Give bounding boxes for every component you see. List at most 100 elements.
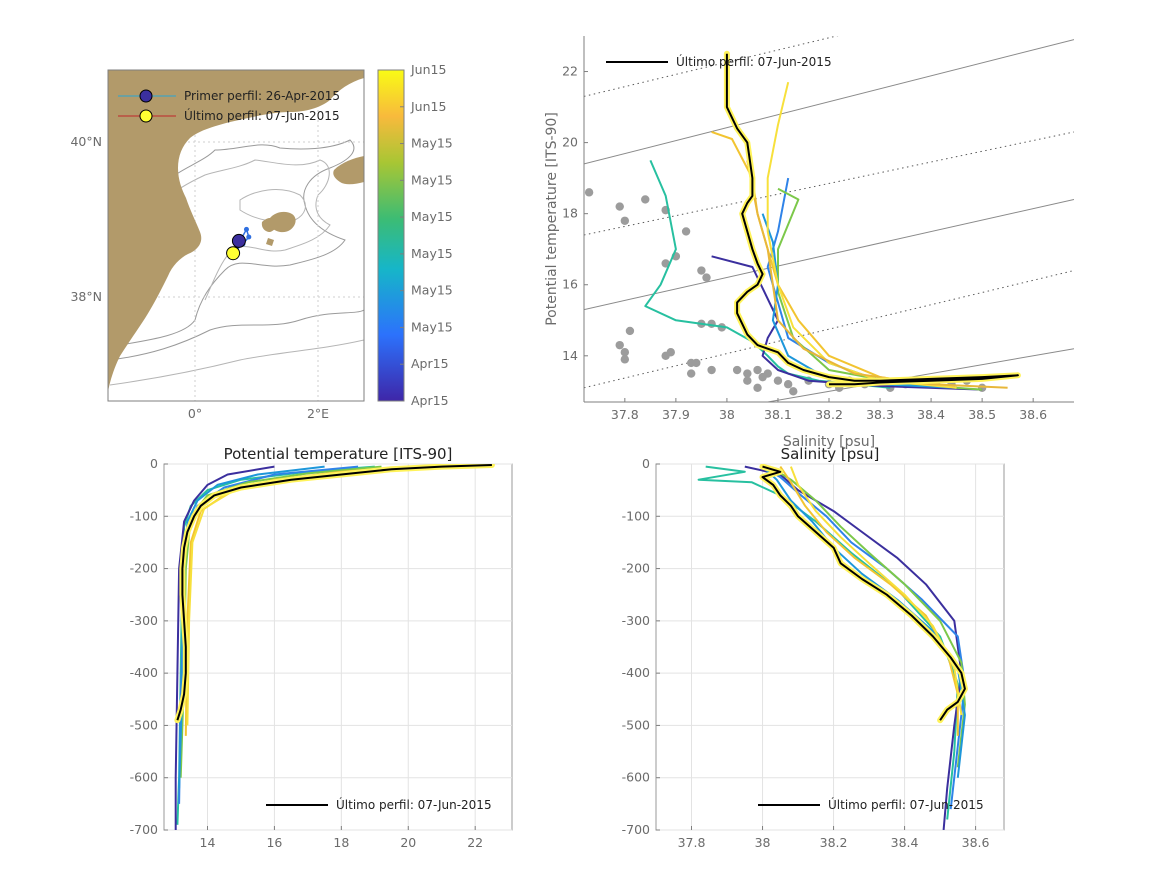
map-bathymetry-contour: [109, 309, 364, 361]
ts-profile-line-p1: [644, 160, 891, 389]
map-last-profile-marker: [226, 246, 241, 261]
ts-ytick-label: 20: [562, 135, 578, 150]
ts-scatter-point: [789, 387, 798, 396]
ts-scatter-point: [763, 369, 772, 378]
temp-last-profile-line: [176, 464, 492, 721]
sal-ytick-label: -500: [622, 717, 650, 732]
ts-plot-area: [584, 36, 1074, 402]
map-bathymetry-contour: [239, 189, 306, 223]
ts-scatter-point: [697, 266, 706, 275]
ts-scatter-point: [753, 383, 762, 392]
ts-scatter-point: [620, 355, 630, 364]
ts-xtick-label: 38.2: [815, 407, 843, 422]
sal-plot-layer: [697, 464, 968, 830]
ts-scatter-point: [641, 195, 650, 204]
colorbar-tick-label: Jun15: [410, 62, 446, 77]
temp-xtick-label: 16: [266, 835, 282, 850]
colorbar-tick-label: May15: [411, 246, 453, 261]
ts-scatter-point: [977, 383, 987, 392]
ts-xtick-label: 38.5: [968, 407, 996, 422]
sal-ytick-label: -600: [622, 770, 650, 785]
ts-xlabel: Salinity [psu]: [783, 434, 875, 450]
map-legend-last-label: Último perfil: 07-Jun-2015: [184, 108, 340, 123]
sal-ticks: 37.8 38 38.2 38.4 38.6 0 -100 -200 -300 -400 -500 -…: [622, 456, 990, 850]
ts-scatter-point: [743, 376, 752, 385]
ts-ytick-label: 22: [562, 64, 578, 79]
ts-scatter-point: [753, 365, 762, 375]
sal-xtick-label: 38.6: [962, 835, 990, 850]
ts-isopycnal-dotted: [584, 131, 1074, 236]
sal-ytick-label: -700: [622, 822, 650, 837]
ts-xtick-label: 37.8: [611, 407, 639, 422]
temp-title: Potential temperature [ITS-90]: [224, 445, 453, 463]
colorbar-tick-label: Apr15: [411, 393, 449, 408]
ts-scatter-point: [773, 376, 783, 385]
map-legend: Primer perfil: 26-Apr-2015 Último perfil…: [118, 89, 340, 123]
ts-scatter-point: [666, 348, 675, 357]
map-legend-marker-first: [139, 89, 153, 103]
sal-title: Salinity [psu]: [781, 445, 880, 463]
map-track: [226, 226, 252, 261]
sal-xtick-label: 38: [755, 835, 771, 850]
sal-grid: [656, 463, 1004, 831]
ts-panel: 37.8 37.9 38 38.1 38.2 38.3 38.4 38.5 38.6 14 16 18…: [544, 36, 1074, 450]
ts-scatter-point: [707, 365, 716, 375]
map-bathymetry-contour: [109, 339, 364, 386]
colorbar-labels: Jun15 Jun15 May15 May15 May15 May15 May15 May15…: [400, 62, 453, 408]
map-track-point: [243, 226, 249, 232]
sal-ytick-label: -100: [622, 508, 650, 523]
map-bathymetry-contour: [164, 159, 331, 301]
ts-scatter-point: [584, 188, 594, 197]
map-first-profile-marker: [231, 233, 246, 248]
sal-last-profile-line: [761, 465, 966, 721]
ts-scatter-point: [661, 259, 670, 268]
ts-scatter-point: [615, 202, 624, 211]
sal-xtick-label: 38.2: [820, 835, 848, 850]
ts-scatter-point: [707, 319, 716, 329]
map-xtick-2: 2°E: [307, 406, 329, 421]
map-land-menorca: [333, 156, 364, 185]
temp-ytick-label: -100: [130, 508, 158, 523]
ts-xtick-label: 38: [719, 407, 735, 422]
colorbar-tick-label: May15: [411, 283, 453, 298]
ts-scatter-point: [615, 340, 624, 350]
temp-plot-layer: [174, 464, 495, 830]
sal-ytick-label: -400: [622, 665, 650, 680]
map-land-iberia: [108, 70, 364, 392]
temp-grid: [164, 463, 512, 831]
sal-xtick-label: 38.4: [891, 835, 919, 850]
temp-ytick-label: -500: [130, 717, 158, 732]
ts-legend-label: Último perfil: 07-Jun-2015: [676, 54, 832, 69]
ts-ylabel: Potential temperature [ITS-90]: [544, 112, 560, 326]
ts-scatter-point: [743, 369, 752, 378]
ts-ytick-label: 14: [562, 348, 578, 363]
sal-ytick-label: -300: [622, 613, 650, 628]
temp-xtick-label: 22: [467, 835, 483, 850]
temp-xtick-label: 14: [200, 835, 216, 850]
temp-legend: Último perfil: 07-Jun-2015: [266, 797, 492, 812]
temp-panel: 14 16 18 20 220-100-200-300-400-500-600-700 …: [130, 445, 513, 850]
ts-scatter-point: [681, 227, 691, 236]
colorbar-tick-label: Apr15: [411, 356, 449, 371]
colorbar: Jun15 Jun15 May15 May15 May15 May15 May15 May15…: [377, 62, 453, 408]
colorbar-tick-label: May15: [411, 319, 453, 334]
colorbar-tick-label: May15: [411, 172, 453, 187]
sal-legend-label: Último perfil: 07-Jun-2015: [828, 797, 984, 812]
map-ytick-38: 38°N: [70, 289, 102, 304]
ts-xtick-label: 37.9: [662, 407, 690, 422]
ts-plot-layer: [584, 36, 1074, 402]
ts-xtick-label: 38.4: [917, 407, 945, 422]
map-frame: [107, 69, 365, 402]
ts-scatter-point: [620, 216, 630, 225]
sal-ytick-label: -200: [622, 561, 650, 576]
ts-scatter-point: [732, 365, 742, 375]
temp-profile-line-t5: [178, 465, 325, 789]
colorbar-tick-label: Jun15: [410, 99, 446, 114]
sal-profile-line-s5: [761, 465, 966, 778]
map-ytick-40: 40°N: [70, 134, 102, 149]
sal-profile-line-s6: [779, 466, 959, 736]
ts-xtick-label: 38.1: [764, 407, 792, 422]
ts-scatter-point: [783, 380, 793, 389]
ts-scatter-point: [620, 348, 630, 357]
